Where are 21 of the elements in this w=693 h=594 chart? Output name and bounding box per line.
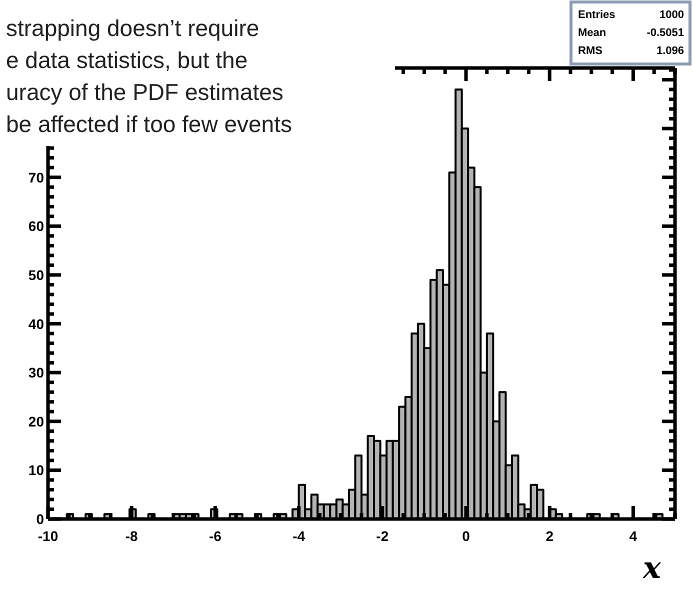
- x-tick-label: -10: [38, 528, 58, 544]
- annotation: strapping doesn’t require e data statistics, but the uracy of the PDF estimates be affected if too few events: [6, 15, 292, 137]
- x-tick-label: 2: [546, 528, 554, 544]
- x-tick-label: -2: [376, 528, 389, 544]
- x-axis-title: x: [642, 551, 662, 586]
- y-tick-label: 40: [28, 316, 44, 332]
- x-tick-label: 4: [629, 528, 638, 544]
- y-tick-label: 70: [28, 169, 44, 186]
- x-tick-label: -6: [208, 528, 222, 544]
- text: RMS 1.096: [578, 45, 684, 57]
- text: Entries 1000: [578, 9, 684, 21]
- x-tick-label: -8: [125, 528, 138, 544]
- y-tick-label: 50: [28, 266, 44, 283]
- y-tick-label: 30: [28, 364, 44, 381]
- text: Mean -0.5051: [578, 27, 684, 39]
- x-tick-label: -4: [292, 528, 306, 544]
- y-tick-label: 0: [36, 511, 44, 527]
- y-tick-label: 60: [28, 218, 44, 234]
- x-tick-label: 0: [462, 528, 470, 544]
- y-tick-label: 20: [28, 413, 44, 430]
- y-tick-label: 10: [28, 462, 44, 478]
